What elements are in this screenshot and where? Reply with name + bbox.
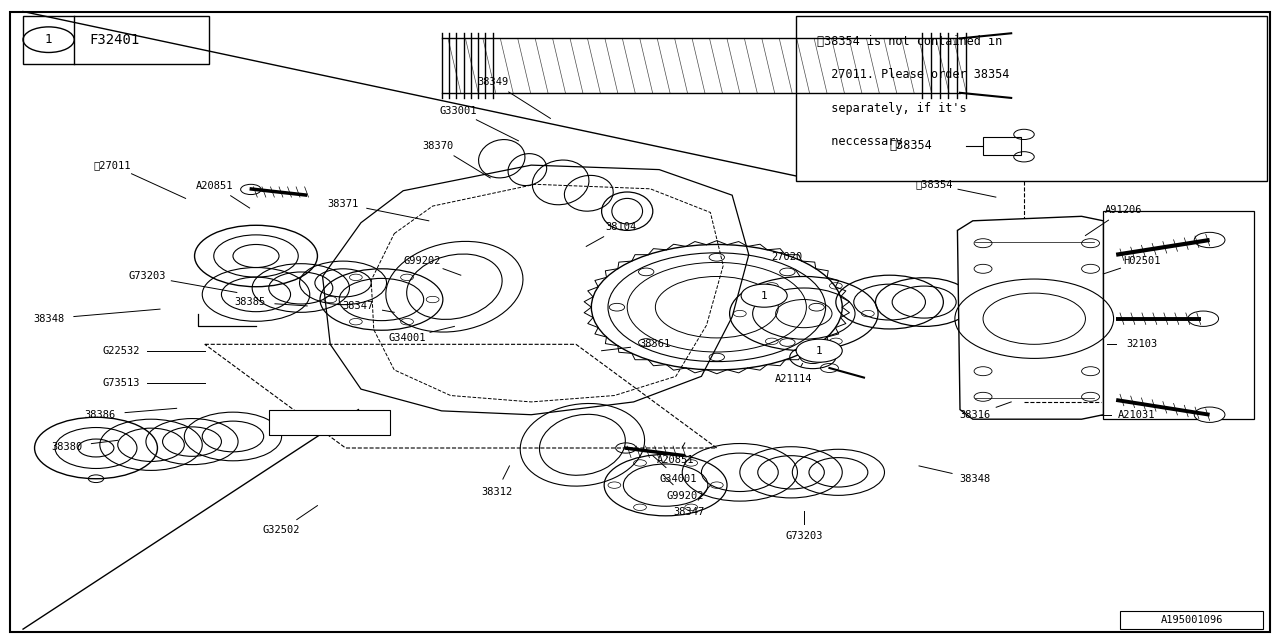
FancyBboxPatch shape: [10, 12, 1270, 632]
FancyBboxPatch shape: [269, 410, 390, 435]
Text: A21114: A21114: [774, 374, 813, 384]
Circle shape: [741, 284, 787, 307]
FancyBboxPatch shape: [1103, 211, 1254, 419]
Text: 1: 1: [45, 33, 52, 46]
Text: G22532: G22532: [102, 346, 141, 356]
Text: A20851: A20851: [196, 180, 234, 191]
Text: A91206: A91206: [1105, 205, 1143, 215]
Text: H02501: H02501: [1123, 256, 1161, 266]
Text: 1: 1: [760, 291, 768, 301]
Text: 38104: 38104: [605, 222, 636, 232]
Text: 38385: 38385: [234, 297, 265, 307]
Text: 38349: 38349: [477, 77, 508, 87]
Text: 38347: 38347: [343, 301, 374, 311]
Text: 38316: 38316: [960, 410, 991, 420]
Text: G33001: G33001: [439, 106, 477, 116]
Text: G99202: G99202: [666, 491, 704, 501]
Text: G32502: G32502: [262, 525, 301, 535]
FancyBboxPatch shape: [983, 137, 1021, 155]
Text: 38370: 38370: [422, 141, 453, 151]
Circle shape: [1194, 407, 1225, 422]
Text: A195001096: A195001096: [1161, 615, 1222, 625]
Text: 38371: 38371: [328, 198, 358, 209]
Text: G73203: G73203: [128, 271, 166, 282]
Text: ※38354: ※38354: [890, 140, 932, 152]
Text: 1: 1: [815, 346, 823, 356]
Circle shape: [1194, 232, 1225, 248]
Text: 27020: 27020: [772, 252, 803, 262]
Text: A20851: A20851: [657, 454, 695, 465]
Text: G99202: G99202: [403, 256, 442, 266]
FancyBboxPatch shape: [23, 16, 209, 64]
FancyBboxPatch shape: [796, 16, 1267, 181]
Text: 38348: 38348: [33, 314, 64, 324]
Text: ※27011: ※27011: [93, 160, 132, 170]
FancyBboxPatch shape: [1120, 611, 1263, 629]
Polygon shape: [957, 216, 1103, 419]
Text: G34001: G34001: [659, 474, 698, 484]
Text: 38386: 38386: [84, 410, 115, 420]
Circle shape: [1188, 311, 1219, 326]
Text: F32401: F32401: [90, 33, 140, 47]
Text: 38380: 38380: [51, 442, 82, 452]
Text: ※38354 is not contained in: ※38354 is not contained in: [817, 35, 1002, 48]
Text: neccessary.: neccessary.: [817, 135, 909, 148]
Text: 32103: 32103: [1126, 339, 1157, 349]
Text: separately, if it's: separately, if it's: [817, 102, 966, 115]
Text: 38312: 38312: [481, 486, 512, 497]
Text: ※38354: ※38354: [915, 179, 954, 189]
Text: G73513: G73513: [102, 378, 141, 388]
Circle shape: [796, 339, 842, 362]
Text: G73203: G73203: [785, 531, 823, 541]
Text: 27011. Please order 38354: 27011. Please order 38354: [817, 68, 1009, 81]
Text: 38347: 38347: [673, 507, 704, 517]
Text: G34001: G34001: [388, 333, 426, 343]
Text: 38361: 38361: [640, 339, 671, 349]
Text: 38348: 38348: [960, 474, 991, 484]
Text: A21031: A21031: [1117, 410, 1156, 420]
